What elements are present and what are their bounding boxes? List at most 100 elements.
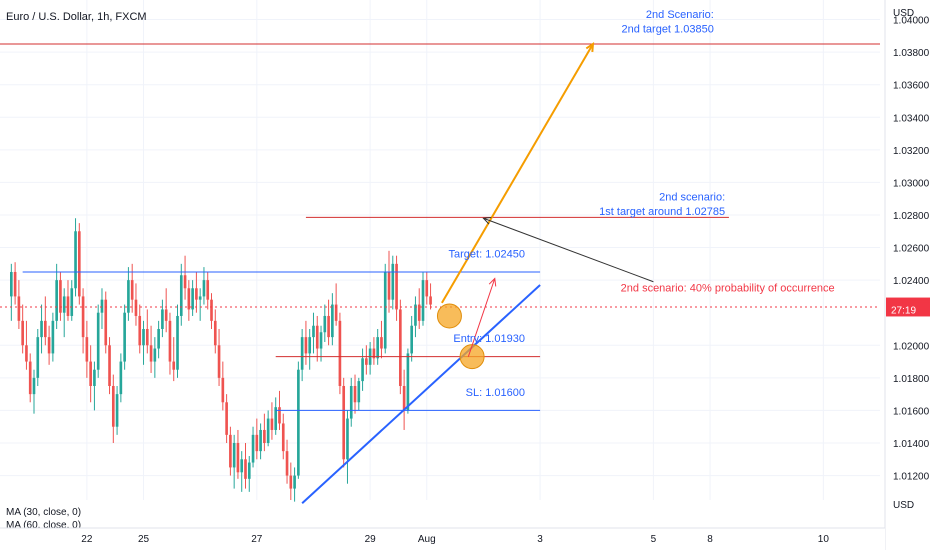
chart-annotation: 2nd scenario: 40% probability of occurre… (621, 283, 835, 295)
candle-down (402, 385, 406, 411)
arrow-head (488, 277, 497, 287)
candle-up (115, 394, 119, 427)
price-tick-label: 1.01200 (893, 472, 930, 483)
axis-currency-bottom: USD (893, 500, 914, 511)
price-tick-label: 1.01800 (893, 374, 930, 385)
chart-grid (0, 0, 880, 500)
candle-down (221, 377, 225, 403)
candle-up (142, 328, 145, 346)
candle-down (225, 402, 228, 435)
candle-down (217, 345, 221, 378)
price-tick-label: 1.03200 (893, 146, 930, 157)
scenario-arrow (483, 217, 654, 283)
candle-up (32, 377, 36, 395)
candle-up (300, 337, 304, 370)
time-tick-label: 27 (251, 534, 263, 545)
candle-down (28, 361, 32, 395)
candle-down (387, 271, 391, 300)
candle-up (391, 263, 395, 300)
candle-down (138, 315, 142, 346)
candle-up (323, 315, 327, 333)
time-axis[interactable]: 22 25 27 29 Aug 3 5 8 10 (0, 527, 885, 550)
candle-up (191, 288, 194, 310)
chart-title: Euro / U.S. Dollar, 1h, FXCM (6, 11, 147, 23)
candle-down (270, 418, 274, 430)
candle-down (353, 385, 357, 403)
chart-annotation: 2nd scenario: (659, 191, 725, 203)
candle-down (149, 345, 153, 362)
time-tick-label: 25 (138, 534, 150, 545)
candle-down (338, 320, 342, 386)
candle-down (229, 434, 232, 468)
candle-down (425, 280, 429, 297)
candles-layer (10, 218, 432, 502)
price-badge (886, 302, 930, 317)
ma30-label[interactable]: MA (30, close, 0) (6, 507, 81, 518)
candle-down (236, 442, 240, 473)
candle-up (100, 299, 104, 313)
candle-up (74, 231, 77, 289)
price-badge-text: 27:19 (891, 305, 916, 316)
candle-down (281, 423, 285, 452)
candle-up (232, 442, 236, 468)
chart-annotation: 2nd Scenario: (646, 9, 714, 21)
candle-down (21, 320, 24, 346)
candle-down (278, 407, 281, 424)
chart-annotation: Target: 1.02450 (449, 248, 525, 260)
candle-up (247, 462, 251, 479)
candle-down (315, 325, 319, 349)
scenario-marker (436, 303, 462, 329)
candle-up (198, 296, 202, 300)
candle-down (111, 385, 115, 427)
chart-annotation: 2nd target 1.03850 (621, 24, 713, 36)
candle-up (176, 315, 179, 370)
candle-down (44, 320, 47, 338)
candle-up (410, 325, 413, 354)
candle-down (81, 296, 85, 338)
time-tick-label: 22 (81, 534, 93, 545)
candle-down (263, 429, 266, 443)
candle-down (195, 288, 198, 300)
candle-up (308, 337, 312, 354)
indicator-legend[interactable]: MA (30, close, 0) MA (60, close, 0) (6, 507, 81, 531)
candle-up (274, 407, 278, 430)
candle-up (349, 385, 353, 419)
candle-down (380, 337, 383, 349)
chart-annotation: Entry: 1.01930 (453, 333, 525, 345)
candle-up (240, 459, 244, 473)
candle-up (96, 312, 100, 370)
candle-up (297, 369, 300, 476)
price-tick-label: 1.03000 (893, 178, 930, 189)
candle-up (127, 280, 130, 313)
candle-up (414, 304, 417, 326)
price-axis[interactable]: USD 1.04000 1.03800 1.03600 1.03400 1.03200 1… (884, 0, 930, 550)
time-tick-label: 3 (537, 534, 543, 545)
candle-up (62, 296, 66, 313)
price-tick-label: 1.04000 (893, 16, 930, 27)
candle-up (312, 325, 315, 338)
candle-up (421, 280, 425, 321)
candle-down (172, 361, 176, 370)
price-tick-label: 1.02400 (893, 276, 930, 287)
arrow-head (585, 41, 595, 53)
candle-up (70, 288, 74, 316)
candle-up (251, 434, 255, 463)
drawings-layer (301, 41, 654, 504)
candle-up (161, 309, 164, 329)
scenario-arrow (441, 43, 594, 304)
candle-down (25, 345, 28, 362)
candle-up (51, 320, 55, 354)
time-tick-label: 29 (365, 534, 377, 545)
candle-up (123, 312, 126, 362)
candle-down (417, 304, 421, 321)
ma60-label[interactable]: MA (60, close, 0) (6, 520, 81, 531)
level-lines (0, 43, 880, 411)
price-tick-label: 1.03800 (893, 48, 930, 59)
candle-down (77, 231, 81, 297)
candle-down (104, 299, 108, 346)
candle-down (108, 345, 111, 386)
candle-down (13, 271, 17, 297)
candle-down (17, 296, 21, 321)
price-tick-label: 1.02000 (893, 341, 930, 352)
